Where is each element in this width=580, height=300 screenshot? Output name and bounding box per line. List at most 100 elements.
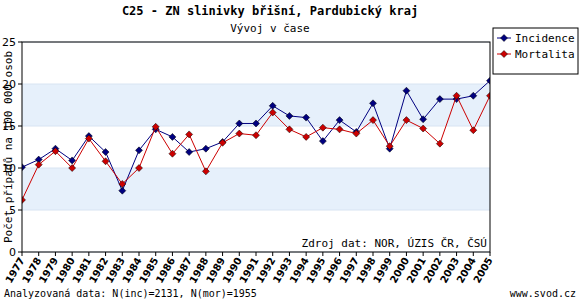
tick xyxy=(18,126,22,127)
marker xyxy=(370,117,377,124)
tick xyxy=(88,252,89,256)
marker xyxy=(202,145,209,152)
tick xyxy=(18,210,22,211)
marker xyxy=(102,158,109,165)
marker xyxy=(152,123,159,130)
y-tick-label: 25 xyxy=(2,36,16,49)
legend-label: Mortalita xyxy=(515,48,575,61)
marker xyxy=(403,117,410,124)
band xyxy=(22,84,490,126)
marker xyxy=(69,165,76,172)
marker xyxy=(269,109,276,116)
tick xyxy=(122,252,123,256)
marker xyxy=(436,96,443,103)
marker xyxy=(269,102,276,109)
marker xyxy=(403,87,410,94)
source: Zdroj dat: NOR, ÚZIS ČR, ČSÚ xyxy=(302,237,487,250)
marker xyxy=(470,92,477,99)
marker xyxy=(487,77,491,84)
y-tick-label: 0 xyxy=(9,246,16,259)
tick xyxy=(189,252,190,256)
tick xyxy=(18,252,22,253)
tick xyxy=(18,168,22,169)
marker xyxy=(119,180,126,187)
marker xyxy=(303,133,310,140)
marker xyxy=(470,127,477,134)
tick xyxy=(439,252,440,256)
marker xyxy=(353,130,360,137)
marker xyxy=(336,126,343,133)
tick xyxy=(356,252,357,256)
grid-line xyxy=(22,210,490,211)
marker xyxy=(136,165,143,172)
tick xyxy=(339,252,340,256)
tick xyxy=(473,252,474,256)
tick xyxy=(18,84,22,85)
marker xyxy=(136,147,143,154)
series-group xyxy=(22,77,490,203)
tick xyxy=(306,252,307,256)
tick xyxy=(256,252,257,256)
plot-frame xyxy=(22,42,490,252)
marker xyxy=(370,100,377,107)
tick xyxy=(239,252,240,256)
tick xyxy=(155,252,156,256)
marker xyxy=(303,114,310,121)
band xyxy=(22,168,490,210)
marker xyxy=(253,120,260,127)
tick xyxy=(222,252,223,256)
legend-marker xyxy=(501,51,508,58)
marker xyxy=(35,161,42,168)
marker xyxy=(420,116,427,123)
plot-background xyxy=(22,42,490,252)
marker xyxy=(219,138,226,145)
legend-label: Incidence xyxy=(515,32,575,45)
grid-line xyxy=(22,84,490,85)
tick xyxy=(490,252,491,256)
tick xyxy=(322,252,323,256)
marker xyxy=(286,126,293,133)
marker xyxy=(169,150,176,157)
tick xyxy=(18,42,22,43)
tick xyxy=(423,252,424,256)
marker xyxy=(336,117,343,124)
tick xyxy=(389,252,390,256)
marker xyxy=(119,187,126,194)
tick xyxy=(38,252,39,256)
marker xyxy=(169,133,176,140)
marker xyxy=(286,112,293,119)
marker xyxy=(202,168,209,175)
y-axis-label: Počet případů na 100 000 osob xyxy=(2,51,15,243)
marker xyxy=(487,92,491,99)
marker xyxy=(436,140,443,147)
marker xyxy=(420,125,427,132)
tick xyxy=(205,252,206,256)
tick xyxy=(172,252,173,256)
subtitle: Vývoj v čase xyxy=(230,22,309,35)
marker xyxy=(102,149,109,156)
marker xyxy=(319,124,326,131)
series-line xyxy=(22,96,490,200)
marker xyxy=(85,135,92,142)
tick xyxy=(72,252,73,256)
series-line xyxy=(22,81,490,191)
marker xyxy=(253,132,260,139)
marker xyxy=(186,131,193,138)
legend-marker xyxy=(501,35,508,42)
legend-box xyxy=(493,28,578,74)
x-tick-label: 2005 xyxy=(471,255,494,285)
tick xyxy=(373,252,374,256)
footer-left: Analyzovaná data: N(inc)=2131, N(mor)=19… xyxy=(4,288,257,299)
marker xyxy=(386,143,393,150)
grid-line xyxy=(22,168,490,169)
tick xyxy=(289,252,290,256)
marker xyxy=(319,138,326,145)
tick xyxy=(139,252,140,256)
tick xyxy=(456,252,457,256)
marker xyxy=(52,148,59,155)
tick xyxy=(55,252,56,256)
marker xyxy=(22,164,26,171)
marker xyxy=(219,139,226,146)
marker xyxy=(186,149,193,156)
chart: 0510152025197719781979198019811982198319… xyxy=(0,0,580,300)
